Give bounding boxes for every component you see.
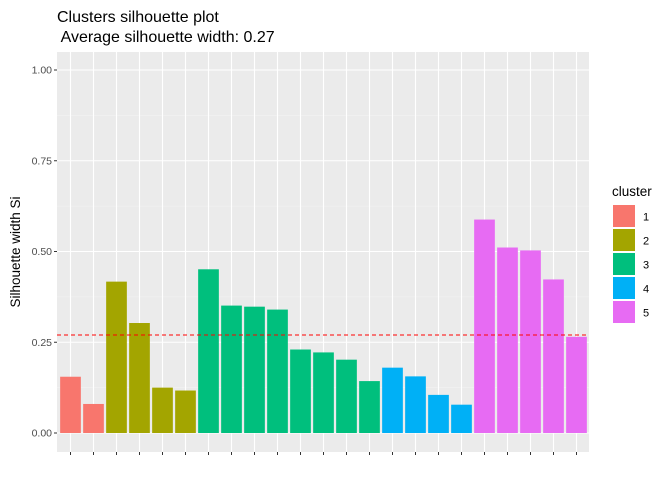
bar-cluster-4 <box>451 404 472 433</box>
bar-cluster-2 <box>129 323 150 433</box>
bar-cluster-1 <box>83 403 104 433</box>
bar-cluster-4 <box>382 367 403 433</box>
bar-cluster-2 <box>106 281 127 433</box>
y-axis-title: Silhouette width Si <box>8 196 23 307</box>
y-tick-label: 1.00 <box>32 65 53 77</box>
bar-cluster-3 <box>313 352 334 433</box>
bar-cluster-3 <box>198 269 219 433</box>
bar-cluster-5 <box>520 250 541 433</box>
legend-key-cluster-2 <box>613 229 635 251</box>
y-tick-label: 0.00 <box>32 428 53 440</box>
bar-cluster-3 <box>359 381 380 433</box>
legend-label-cluster-4: 4 <box>643 284 649 296</box>
bars-group <box>60 219 587 433</box>
legend-label-cluster-2: 2 <box>643 236 649 248</box>
chart-subtitle: Average silhouette width: 0.27 <box>57 29 275 46</box>
y-tick-label: 0.75 <box>32 155 53 167</box>
bar-cluster-3 <box>336 359 357 433</box>
legend-title: cluster <box>612 184 652 199</box>
chart-title: Clusters silhouette plot <box>57 9 219 26</box>
bar-cluster-5 <box>566 336 587 433</box>
legend-label-cluster-5: 5 <box>643 308 649 320</box>
bar-cluster-2 <box>152 387 173 433</box>
legend-key-cluster-5 <box>613 301 635 323</box>
bar-cluster-3 <box>244 306 265 433</box>
bar-cluster-5 <box>543 279 564 433</box>
y-tick-label: 0.50 <box>32 246 53 258</box>
bar-cluster-3 <box>267 309 288 433</box>
legend-key-cluster-4 <box>613 277 635 299</box>
bar-cluster-3 <box>221 305 242 433</box>
legend-label-cluster-1: 1 <box>643 212 649 224</box>
bar-cluster-2 <box>175 390 196 433</box>
y-tick-label: 0.25 <box>32 337 53 349</box>
bar-cluster-3 <box>290 349 311 433</box>
legend-label-cluster-3: 3 <box>643 260 649 272</box>
bar-cluster-4 <box>405 376 426 433</box>
legend: cluster 1 2 3 4 5 <box>612 184 652 323</box>
bar-cluster-4 <box>428 394 449 433</box>
legend-key-cluster-1 <box>613 205 635 227</box>
bar-cluster-5 <box>497 247 518 433</box>
bar-cluster-1 <box>60 376 81 433</box>
y-axis-ticks: 0.00 0.25 0.50 0.75 1.00 <box>32 65 577 455</box>
bar-cluster-5 <box>474 219 495 433</box>
legend-key-cluster-3 <box>613 253 635 275</box>
